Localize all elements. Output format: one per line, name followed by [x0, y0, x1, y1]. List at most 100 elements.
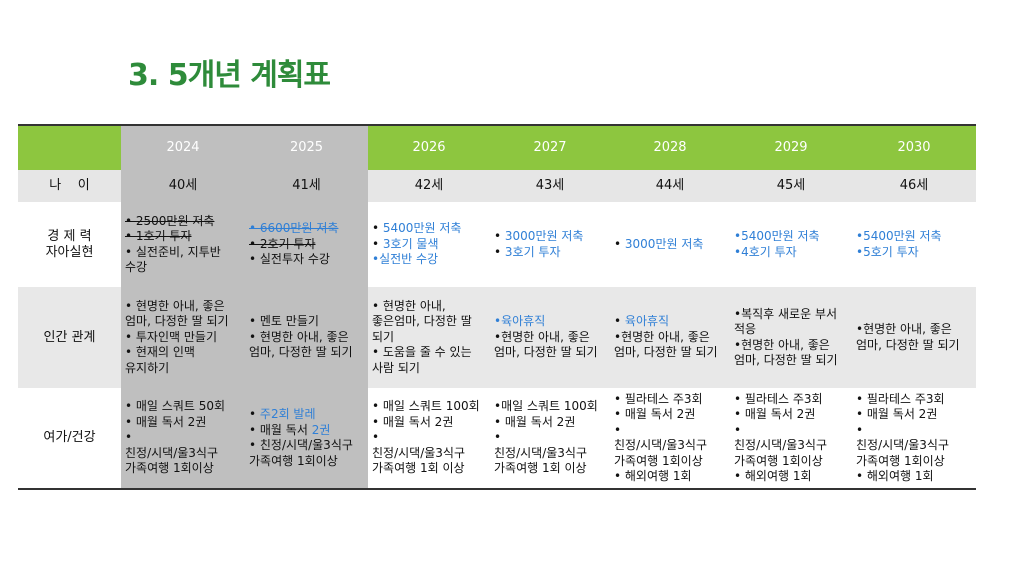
plan-item-text: • 현명한 아내, 좋은엄마, 다정한 딸 되기 [372, 298, 472, 344]
plan-item-text: • 매월 독서 2권 [856, 407, 938, 421]
plan-item-text: • 매일 스쿼트 50회 [125, 399, 226, 414]
plan-item: • 매월 독서 2권 [494, 415, 606, 431]
plan-row-leis: 여가/건강 • 매일 스쿼트 50회 • 매월 독서 2권 • 친정/시댁/울3식구 가… [18, 388, 976, 489]
plan-item: •육아휴직 [494, 314, 606, 330]
year-header-2025: 2025 [245, 125, 368, 170]
plan-item: • 해외여행 1회 [614, 469, 726, 485]
plan-item: • [125, 430, 241, 446]
plan-item: •복직후 새로운 부서 적응 [734, 307, 848, 338]
plan-item-text: 3000만원 저축 [504, 229, 584, 243]
plan-item-text: • [494, 430, 502, 445]
plan-cell-2024: • 현명한 아내, 좋은 엄마, 다정한 딸 되기 • 투자인맥 만들기 • 현재의… [121, 287, 245, 388]
plan-item-text: • 매월 독서 2권 [614, 407, 696, 421]
plan-item-text: • 해외여행 1회 [856, 469, 934, 483]
plan-item-text: • 현명한 아내, 좋은 엄마, 다정한 딸 되기 [125, 298, 229, 329]
plan-item-text: • 2500만원 저축 [125, 213, 215, 228]
plan-cell-2028: • 필라테스 주3회 • 매월 독서 2권 • 친정/시댁/울3식구 가족여행 1회이… [610, 388, 730, 489]
plan-cell-2025: • 멘토 만들기 • 현명한 아내, 좋은 엄마, 다정한 딸 되기 [245, 287, 368, 388]
plan-cell-2028: • 3000만원 저축 [610, 202, 730, 287]
plan-item-text: 친정/시댁/울3식구 가족여행 1회이상 [734, 438, 828, 468]
plan-item-text: •현명한 아내, 좋은 엄마, 다정한 딸 되기 [494, 329, 598, 360]
plan-item-text: •현명한 아내, 좋은 엄마, 다정한 딸 되기 [614, 329, 718, 360]
plan-item: • [494, 430, 606, 446]
plan-item-text: •복직후 새로운 부서 적응 [734, 306, 838, 337]
plan-item-text: • 매월 독서 2권 [494, 414, 576, 429]
age-cell-2025: 41세 [245, 170, 368, 202]
plan-item: • [734, 423, 848, 439]
plan-item: • 매월 독서 2권 [734, 407, 848, 423]
plan-item-text: • 필라테스 주3회 [614, 391, 703, 406]
plan-item: • 해외여행 1회 [734, 469, 848, 485]
plan-item-text: • [249, 407, 260, 421]
plan-item-text: • [494, 244, 505, 259]
plan-item-text: • [734, 422, 742, 437]
plan-item: • [614, 423, 726, 439]
plan-item: • 실전준비, 지투반 수강 [125, 245, 241, 276]
header-corner [18, 125, 121, 170]
plan-item: • 5400만원 저축 [372, 221, 486, 237]
plan-item-text: 친정/시댁/울3식구 가족여행 1회이상 [856, 438, 950, 468]
plan-item-text: • 현재의 인맥 유지하기 [125, 345, 195, 375]
plan-item-text: • 매월 독서 [249, 422, 312, 437]
plan-item-text: •현명한 아내, 좋은 엄마, 다정한 딸 되기 [856, 322, 960, 352]
plan-item-text: •매일 스쿼트 100회 [494, 399, 598, 414]
plan-item: • 2호기 투자 [249, 237, 364, 253]
plan-item-text: • 매월 독서 2권 [125, 414, 207, 429]
plan-item: 친정/시댁/울3식구 가족여행 1회 이상 [372, 446, 486, 477]
plan-item: •현명한 아내, 좋은 엄마, 다정한 딸 되기 [856, 322, 972, 353]
plan-item-text: • 현명한 아내, 좋은 엄마, 다정한 딸 되기 [249, 329, 353, 360]
plan-item: • 도움을 줄 수 있는 사람 되기 [372, 345, 486, 376]
plan-cell-2026: • 매일 스쿼트 100회 • 매월 독서 2권 • 친정/시댁/울3식구 가족여행 … [368, 388, 490, 489]
plan-item: • 필라테스 주3회 [734, 392, 848, 408]
plan-item-text: • [494, 229, 505, 243]
row-label-line: 인간 관계 [43, 329, 96, 345]
plan-cell-2027: •육아휴직 •현명한 아내, 좋은 엄마, 다정한 딸 되기 [490, 287, 610, 388]
plan-item: 친정/시댁/울3식구 가족여행 1회이상 [125, 446, 241, 477]
plan-item: • 매일 스쿼트 50회 [125, 399, 241, 415]
year-header-2026: 2026 [368, 125, 490, 170]
plan-cell-2025: • 6600만원 저축 • 2호기 투자 • 실전투자 수강 [245, 202, 368, 287]
plan-item: • 3호기 투자 [494, 245, 606, 261]
plan-item-text: •5400만원 저축 [856, 229, 942, 243]
year-header-2030: 2030 [852, 125, 976, 170]
plan-item-text: 친정/시댁/울3식구 가족여행 1회이상 [125, 445, 219, 476]
plan-cell-2029: •5400만원 저축 •4호기 투자 [730, 202, 852, 287]
plan-item: • 실전투자 수강 [249, 252, 364, 268]
plan-item-text: 친정/시댁/울3식구 가족여행 1회 이상 [494, 445, 588, 476]
plan-item: • 투자인맥 만들기 [125, 330, 241, 346]
plan-item: • 필라테스 주3회 [614, 392, 726, 408]
plan-item-text: • [856, 422, 864, 437]
plan-item: • 친정/시댁/울3식구 가족여행 1회이상 [249, 438, 364, 469]
row-label-line: 경 제 력 [47, 229, 92, 244]
plan-item-text: • 1호기 투자 [125, 229, 192, 243]
plan-row-rel: 인간 관계 • 현명한 아내, 좋은 엄마, 다정한 딸 되기 • 투자인맥 만들기… [18, 287, 976, 388]
plan-cell-2025: • 주2회 발레 • 매월 독서 2권 • 친정/시댁/울3식구 가족여행 1회이상 [245, 388, 368, 489]
plan-item-text: • 2호기 투자 [249, 236, 316, 251]
plan-cell-2030: • 필라테스 주3회 • 매월 독서 2권 • 친정/시댁/울3식구 가족여행 1회이… [852, 388, 976, 489]
age-cell-2029: 45세 [730, 170, 852, 202]
plan-item-text: • [372, 236, 383, 251]
plan-cell-2029: • 필라테스 주3회 • 매월 독서 2권 • 친정/시댁/울3식구 가족여행 1회이… [730, 388, 852, 489]
age-cell-2027: 43세 [490, 170, 610, 202]
plan-item: •현명한 아내, 좋은 엄마, 다정한 딸 되기 [734, 338, 848, 369]
plan-item-text: • 6600만원 저축 [249, 221, 339, 236]
row-label: 여가/건강 [18, 388, 121, 489]
plan-item: • 현재의 인맥 유지하기 [125, 345, 241, 376]
plan-cell-2029: •복직후 새로운 부서 적응 •현명한 아내, 좋은 엄마, 다정한 딸 되기 [730, 287, 852, 388]
plan-item-text: • 매월 독서 2권 [372, 414, 454, 429]
plan-item: • 필라테스 주3회 [856, 392, 972, 408]
plan-item-text: • 매일 스쿼트 100회 [372, 399, 480, 414]
plan-item-text: • 필라테스 주3회 [734, 391, 823, 406]
year-header-2028: 2028 [610, 125, 730, 170]
plan-cell-2027: • 3000만원 저축 • 3호기 투자 [490, 202, 610, 287]
plan-item-text: • [125, 430, 133, 445]
plan-item-text: • [372, 221, 383, 236]
plan-item-text: 육아휴직 [624, 314, 670, 329]
plan-item-text: • 실전투자 수강 [249, 252, 330, 267]
plan-item-text: 3000만원 저축 [624, 236, 704, 251]
plan-item: • 현명한 아내, 좋은 엄마, 다정한 딸 되기 [249, 330, 364, 361]
plan-item-text: 3호기 투자 [504, 244, 561, 259]
plan-item: • [856, 423, 972, 439]
year-header-2029: 2029 [730, 125, 852, 170]
plan-item: • 3000만원 저축 [494, 229, 606, 245]
